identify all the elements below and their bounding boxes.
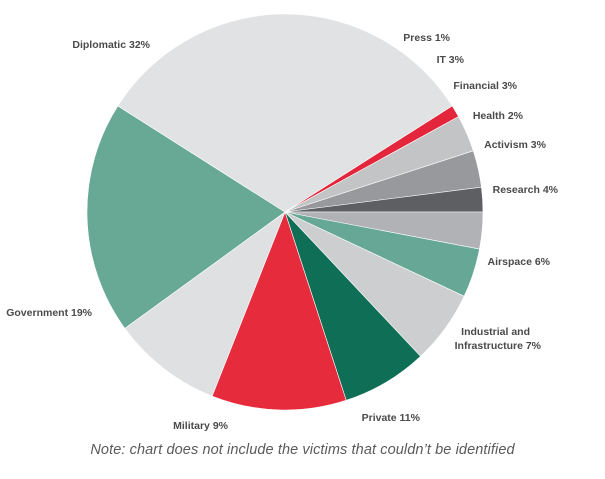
label-it: IT 3% [437,54,465,66]
label-private: Private 11% [362,412,421,424]
label-health: Health 2% [473,110,524,122]
label-diplomatic: Diplomatic 32% [72,39,150,51]
slice-diplomatic [117,13,453,213]
label-military: Military 9% [173,420,229,432]
label-airspace: Airspace 6% [488,256,551,268]
label-financial: Financial 3% [453,80,517,92]
label-industrial: Industrial and Infrastructure 7% [455,326,542,352]
pie-slices [86,13,484,411]
slice-government [86,105,286,329]
label-press: Press 1% [403,32,450,44]
slice-military [124,211,286,397]
pie-labels: Press 1% IT 3% Financial 3% Health 2% Activi… [6,32,558,432]
label-government: Government 19% [6,307,92,319]
slice-private [211,211,347,411]
label-activism: Activism 3% [484,139,547,151]
label-research: Research 4% [493,184,559,196]
chart-note: Note: chart does not include the victims… [90,442,515,458]
